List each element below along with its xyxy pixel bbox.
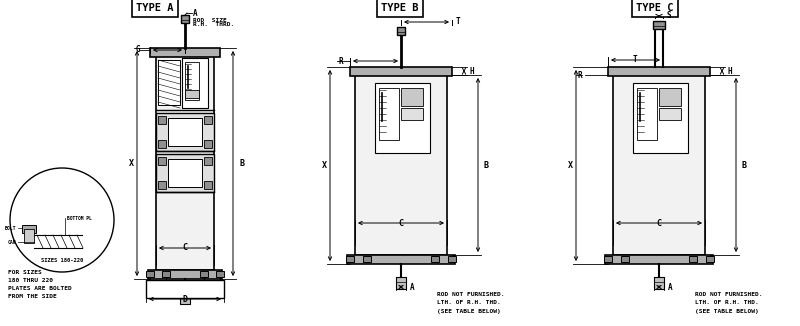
Bar	[431, 256, 439, 262]
Text: D: D	[182, 294, 187, 304]
Bar	[355, 75, 447, 255]
Bar	[396, 277, 406, 289]
Text: R: R	[338, 56, 343, 66]
Bar	[633, 83, 688, 153]
Text: (SEE TABLE BELOW): (SEE TABLE BELOW)	[437, 308, 501, 314]
Text: A: A	[193, 8, 198, 18]
Text: PLATES ARE BOLTED: PLATES ARE BOLTED	[8, 287, 72, 291]
Text: R.H.  THRD.: R.H. THRD.	[193, 22, 234, 27]
Text: B: B	[239, 158, 244, 168]
Bar	[185, 62, 199, 100]
Bar	[363, 256, 371, 262]
Bar	[180, 292, 190, 304]
Text: R: R	[578, 70, 582, 80]
Text: X: X	[129, 158, 134, 168]
Text: ROD  SIZE: ROD SIZE	[193, 18, 226, 22]
Bar	[168, 118, 202, 146]
Bar	[448, 256, 456, 262]
Bar	[397, 27, 405, 35]
Bar	[146, 271, 154, 277]
Text: TYPE A: TYPE A	[136, 3, 174, 13]
Text: BOLT: BOLT	[5, 226, 16, 230]
Bar	[181, 15, 189, 23]
Text: X: X	[567, 160, 573, 170]
Bar	[182, 58, 208, 108]
Bar	[146, 280, 224, 298]
Text: A: A	[410, 283, 414, 291]
Bar	[168, 159, 202, 187]
Bar	[613, 75, 705, 255]
Bar	[653, 21, 665, 29]
Text: LTH. OF R.H. THD.: LTH. OF R.H. THD.	[437, 301, 501, 305]
Bar	[659, 88, 681, 106]
Text: X: X	[322, 160, 326, 170]
Bar	[204, 181, 212, 189]
Text: T: T	[633, 55, 638, 65]
Circle shape	[10, 168, 114, 272]
Text: A: A	[668, 283, 673, 291]
Text: B: B	[484, 160, 489, 170]
Bar	[204, 116, 212, 124]
Bar	[185, 90, 199, 98]
Text: TYPE C: TYPE C	[636, 3, 674, 13]
Text: ROD NOT FURNISHED.: ROD NOT FURNISHED.	[437, 292, 505, 298]
Bar	[608, 67, 710, 76]
Text: B: B	[742, 160, 747, 170]
Bar	[158, 116, 166, 124]
Text: S: S	[667, 11, 672, 21]
Bar	[401, 108, 423, 120]
Bar	[689, 256, 697, 262]
Bar	[401, 88, 423, 106]
Bar	[204, 140, 212, 148]
Bar	[379, 88, 399, 140]
Text: (SEE TABLE BELOW): (SEE TABLE BELOW)	[695, 308, 758, 314]
Bar	[204, 157, 212, 165]
Bar	[604, 256, 612, 262]
Bar	[216, 271, 224, 277]
Bar	[156, 154, 214, 192]
Text: FOR SIZES: FOR SIZES	[8, 271, 42, 275]
Bar	[637, 88, 657, 140]
Text: LTH. OF R.H. THD.: LTH. OF R.H. THD.	[695, 301, 758, 305]
Bar	[158, 140, 166, 148]
Bar	[200, 271, 208, 277]
Bar	[158, 60, 180, 105]
Text: C: C	[398, 218, 403, 228]
Bar	[150, 48, 220, 57]
Text: FROM THE SIDE: FROM THE SIDE	[8, 294, 57, 300]
Bar	[659, 108, 681, 120]
Bar	[346, 256, 354, 262]
Bar	[375, 83, 430, 153]
Text: 180 THRU 220: 180 THRU 220	[8, 278, 53, 284]
Bar	[158, 157, 166, 165]
Text: TYPE B: TYPE B	[382, 3, 418, 13]
Text: T: T	[456, 18, 461, 26]
Bar	[148, 270, 222, 279]
Text: ROD NOT FURNISHED.: ROD NOT FURNISHED.	[695, 292, 762, 298]
Text: CAN: CAN	[7, 240, 16, 244]
Bar	[654, 277, 664, 289]
Bar	[158, 181, 166, 189]
Bar	[347, 255, 455, 264]
Text: G: G	[135, 46, 140, 54]
Text: H: H	[728, 67, 733, 76]
Bar	[22, 225, 36, 233]
Bar	[706, 256, 714, 262]
Bar	[605, 255, 713, 264]
Bar	[156, 55, 214, 270]
Bar	[621, 256, 629, 262]
Text: C: C	[182, 244, 187, 253]
Text: BOTTOM PL: BOTTOM PL	[67, 215, 92, 220]
Bar	[156, 113, 214, 151]
Text: H: H	[470, 67, 474, 76]
Bar	[350, 67, 452, 76]
Bar	[162, 271, 170, 277]
Text: SIZES 180-220: SIZES 180-220	[41, 258, 83, 262]
Text: C: C	[657, 218, 662, 228]
Bar	[24, 229, 34, 243]
